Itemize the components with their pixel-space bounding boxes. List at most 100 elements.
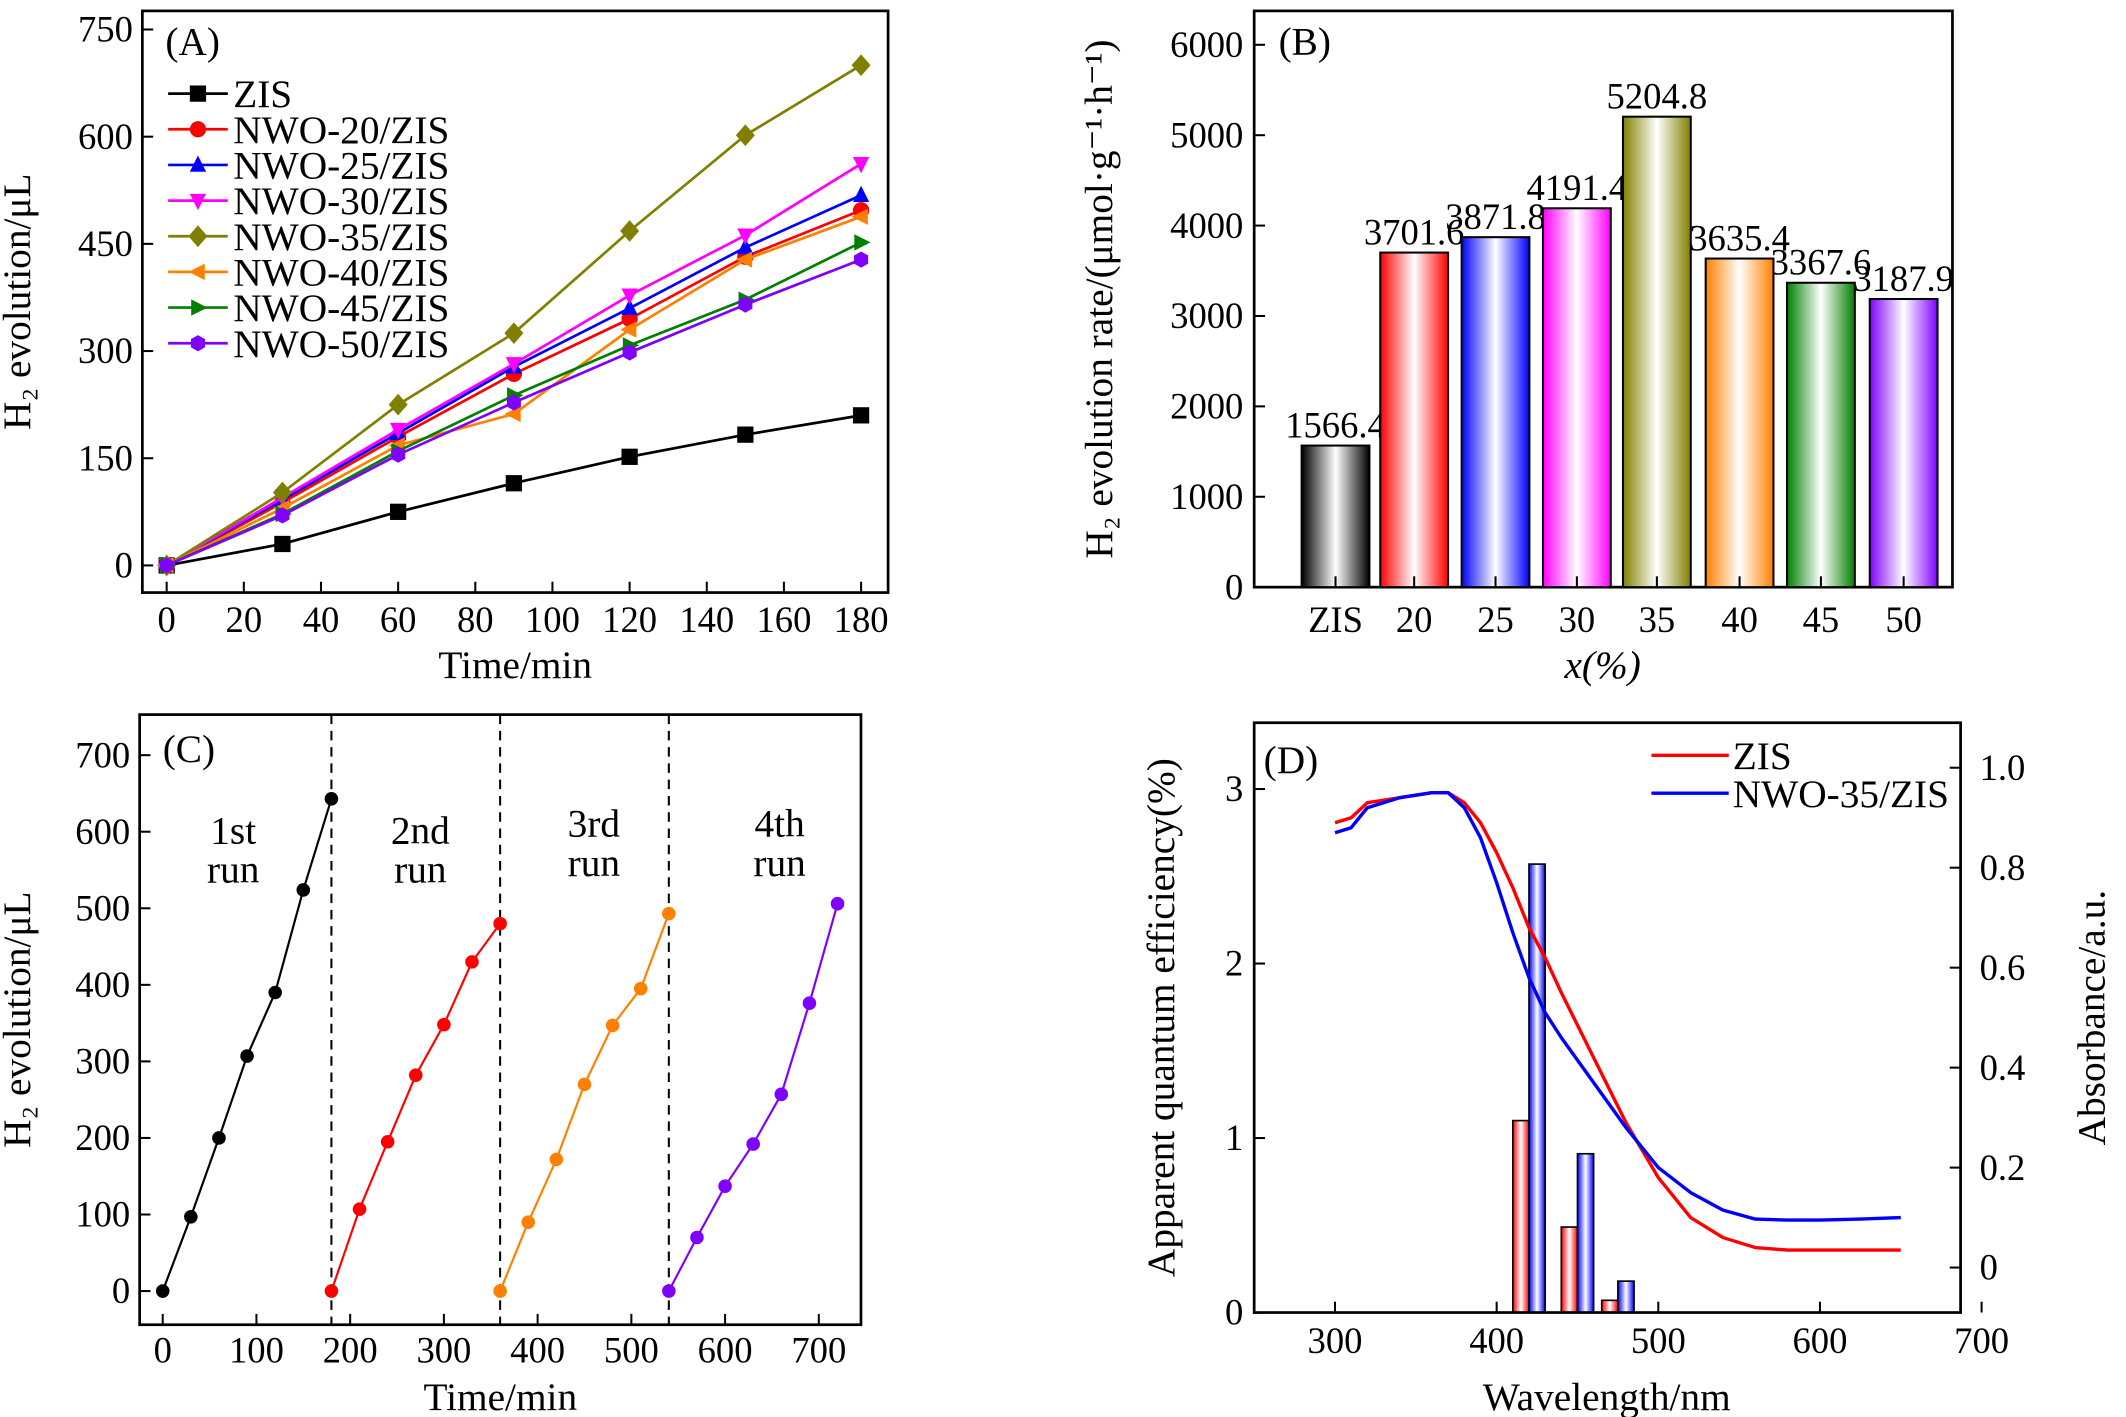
x-tick-label: 100 xyxy=(525,599,580,640)
data-point xyxy=(622,344,637,361)
y-tick-label: 450 xyxy=(78,223,133,264)
legend-label: NWO-25/ZIS xyxy=(233,143,449,187)
y-tick-label: 1000 xyxy=(1170,476,1243,517)
run-label: run xyxy=(753,841,806,885)
x-tick-label: 160 xyxy=(756,599,811,640)
y-tick-label: 500 xyxy=(75,887,130,928)
data-point xyxy=(718,1179,732,1193)
data-point xyxy=(380,1134,395,1149)
series-nwo-50-zis xyxy=(159,251,869,574)
y-tick-label: 0 xyxy=(1225,566,1243,607)
x-tick-label: 80 xyxy=(457,599,494,640)
legend-item: NWO-20/ZIS xyxy=(168,108,449,152)
bar-50 xyxy=(1868,297,1939,589)
y-tick-label: 2 xyxy=(1225,943,1243,984)
y-axis-label: H₂ evolution/μL xyxy=(0,891,39,1147)
data-point xyxy=(240,1049,254,1063)
legend-label: ZIS xyxy=(1733,734,1792,778)
x-tick-label: 45 xyxy=(1803,599,1840,640)
data-point xyxy=(505,475,523,492)
bar-data-label: 3367.6 xyxy=(1771,242,1872,283)
data-point xyxy=(577,1077,592,1092)
data-point xyxy=(275,507,290,524)
run-3 xyxy=(493,906,676,1298)
legend-item: NWO-30/ZIS xyxy=(168,179,449,223)
y-tick-label: 600 xyxy=(75,811,130,852)
run-label: 4th xyxy=(754,802,805,846)
data-point xyxy=(189,193,207,211)
panel-label: (B) xyxy=(1279,19,1331,63)
y-tick-label: 750 xyxy=(78,9,133,50)
data-point xyxy=(212,1131,226,1145)
y-right-axis-label: Absorbance/a.u. xyxy=(2069,890,2113,1145)
absorbance-curve-nwo-35-zis xyxy=(1334,791,1901,1222)
bar-data-label: 3871.8 xyxy=(1445,196,1546,237)
data-point xyxy=(324,792,339,806)
y-axis-label: H₂ evolution rate/(μmol·g⁻¹·h⁻¹) xyxy=(1077,39,1121,558)
legend-item: NWO-25/ZIS xyxy=(168,143,449,187)
bar-40 xyxy=(1704,257,1775,589)
data-point xyxy=(746,1137,760,1151)
data-point xyxy=(408,1068,423,1082)
panel-label: (D) xyxy=(1264,738,1319,782)
y-tick-label: 6000 xyxy=(1170,24,1243,65)
data-point xyxy=(188,225,208,248)
legend-label: NWO-40/ZIS xyxy=(233,250,449,294)
run-1 xyxy=(155,792,339,1298)
data-point xyxy=(390,422,407,440)
x-tick-label: ZIS xyxy=(1308,599,1363,640)
x-tick-label: 120 xyxy=(602,599,657,640)
y-tick-label: 300 xyxy=(75,1041,130,1082)
data-point xyxy=(390,503,407,520)
x-tick-label: 700 xyxy=(791,1330,846,1371)
data-point xyxy=(737,228,754,245)
y-tick-label: 3 xyxy=(1225,768,1243,809)
run-label: run xyxy=(568,841,621,885)
y-tick-label: 5000 xyxy=(1170,114,1243,155)
run-label: run xyxy=(207,848,260,892)
x-axis-label: x(%) xyxy=(1563,643,1640,687)
legend-label: NWO-30/ZIS xyxy=(233,179,449,223)
series-line xyxy=(330,922,502,1292)
data-point xyxy=(465,955,479,969)
data-point xyxy=(521,1215,536,1229)
y-right-tick-label: 0.8 xyxy=(1980,847,2026,888)
legend-label: NWO-35/ZIS xyxy=(1733,772,1949,816)
data-point xyxy=(493,916,507,931)
data-point xyxy=(506,394,521,411)
y-right-tick-label: 0 xyxy=(1980,1247,1998,1288)
series-line xyxy=(499,913,670,1292)
data-point xyxy=(735,124,755,147)
data-point xyxy=(662,906,676,921)
panel-c-cycling-runs: 0 100 200 300 400 500 600 700 0 100 200 300 400 500 60… xyxy=(0,713,863,1417)
data-point xyxy=(159,557,174,574)
y-tick-label: 150 xyxy=(78,437,133,478)
data-point xyxy=(620,321,637,338)
data-point xyxy=(437,1017,451,1032)
x-tick-label: 40 xyxy=(1721,599,1758,640)
data-point xyxy=(851,208,868,225)
series-zis xyxy=(158,407,870,574)
bar-45 xyxy=(1786,281,1856,589)
x-tick-label: 300 xyxy=(416,1330,471,1371)
bar-data-label: 3635.4 xyxy=(1689,217,1790,258)
x-tick-label: 400 xyxy=(510,1330,565,1371)
bar-data-label: 3701.6 xyxy=(1364,211,1465,252)
x-tick-label: 25 xyxy=(1477,599,1514,640)
x-tick-label: 180 xyxy=(834,599,889,640)
data-point xyxy=(735,251,753,268)
data-point xyxy=(188,263,205,281)
run-label: 2nd xyxy=(391,808,450,852)
y-tick-label: 2000 xyxy=(1170,386,1243,427)
data-point xyxy=(802,996,817,1010)
y-left-axis-label: Apparent quantum efficiency(%) xyxy=(1139,758,1183,1277)
x-tick-label: 400 xyxy=(1469,1320,1524,1361)
run-4 xyxy=(662,896,845,1298)
legend-item: ZIS xyxy=(168,72,292,116)
plot-frame xyxy=(1252,721,1962,1314)
bar-data-label: 1566.4 xyxy=(1285,404,1386,445)
run-2 xyxy=(324,916,507,1298)
legend-label: ZIS xyxy=(233,72,292,116)
data-point xyxy=(621,288,638,305)
x-tick-label: 20 xyxy=(226,599,263,640)
